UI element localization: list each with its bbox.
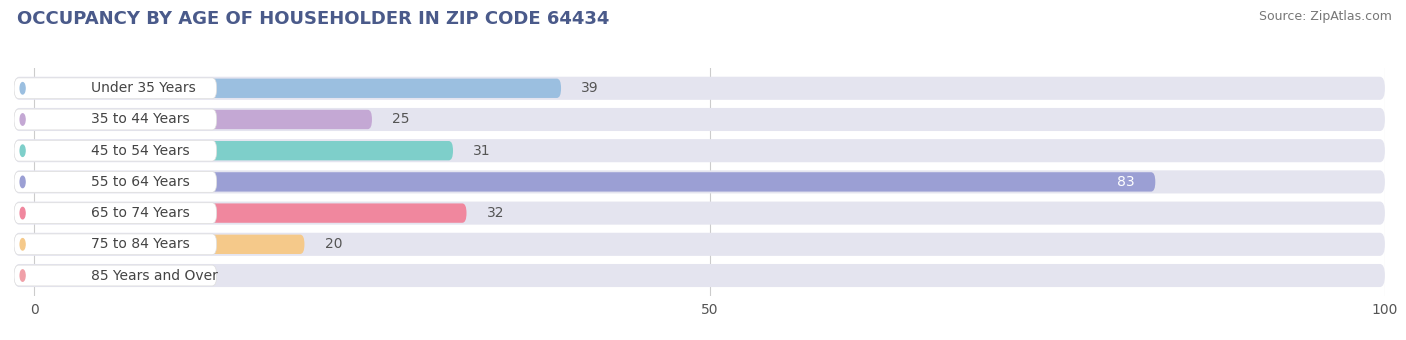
- FancyBboxPatch shape: [34, 235, 305, 254]
- Text: Under 35 Years: Under 35 Years: [91, 81, 195, 95]
- Circle shape: [20, 207, 25, 219]
- FancyBboxPatch shape: [34, 203, 467, 223]
- Text: 83: 83: [1118, 175, 1135, 189]
- Text: 20: 20: [325, 237, 342, 251]
- FancyBboxPatch shape: [34, 110, 373, 129]
- FancyBboxPatch shape: [14, 78, 217, 99]
- FancyBboxPatch shape: [14, 264, 1385, 287]
- FancyBboxPatch shape: [14, 170, 1385, 193]
- FancyBboxPatch shape: [14, 109, 217, 130]
- FancyBboxPatch shape: [14, 171, 217, 192]
- FancyBboxPatch shape: [34, 141, 453, 160]
- Text: 75 to 84 Years: 75 to 84 Years: [91, 237, 190, 251]
- FancyBboxPatch shape: [34, 266, 62, 285]
- FancyBboxPatch shape: [34, 79, 561, 98]
- FancyBboxPatch shape: [14, 233, 1385, 256]
- FancyBboxPatch shape: [14, 139, 1385, 162]
- Text: 2: 2: [82, 269, 90, 283]
- FancyBboxPatch shape: [14, 203, 217, 223]
- Text: 25: 25: [392, 113, 409, 126]
- Circle shape: [20, 114, 25, 125]
- Text: 85 Years and Over: 85 Years and Over: [91, 269, 218, 283]
- Text: 39: 39: [581, 81, 599, 95]
- Text: 31: 31: [474, 144, 491, 158]
- FancyBboxPatch shape: [14, 140, 217, 161]
- Text: Source: ZipAtlas.com: Source: ZipAtlas.com: [1258, 10, 1392, 23]
- FancyBboxPatch shape: [14, 77, 1385, 100]
- Circle shape: [20, 83, 25, 94]
- Circle shape: [20, 239, 25, 250]
- Text: 35 to 44 Years: 35 to 44 Years: [91, 113, 190, 126]
- FancyBboxPatch shape: [14, 265, 217, 286]
- Circle shape: [20, 270, 25, 281]
- Circle shape: [20, 176, 25, 188]
- Text: 32: 32: [486, 206, 505, 220]
- Circle shape: [20, 145, 25, 156]
- FancyBboxPatch shape: [14, 202, 1385, 225]
- Text: 45 to 54 Years: 45 to 54 Years: [91, 144, 190, 158]
- Text: 65 to 74 Years: 65 to 74 Years: [91, 206, 190, 220]
- Text: OCCUPANCY BY AGE OF HOUSEHOLDER IN ZIP CODE 64434: OCCUPANCY BY AGE OF HOUSEHOLDER IN ZIP C…: [17, 10, 609, 28]
- Text: 55 to 64 Years: 55 to 64 Years: [91, 175, 190, 189]
- FancyBboxPatch shape: [14, 108, 1385, 131]
- FancyBboxPatch shape: [34, 172, 1156, 191]
- FancyBboxPatch shape: [14, 234, 217, 255]
